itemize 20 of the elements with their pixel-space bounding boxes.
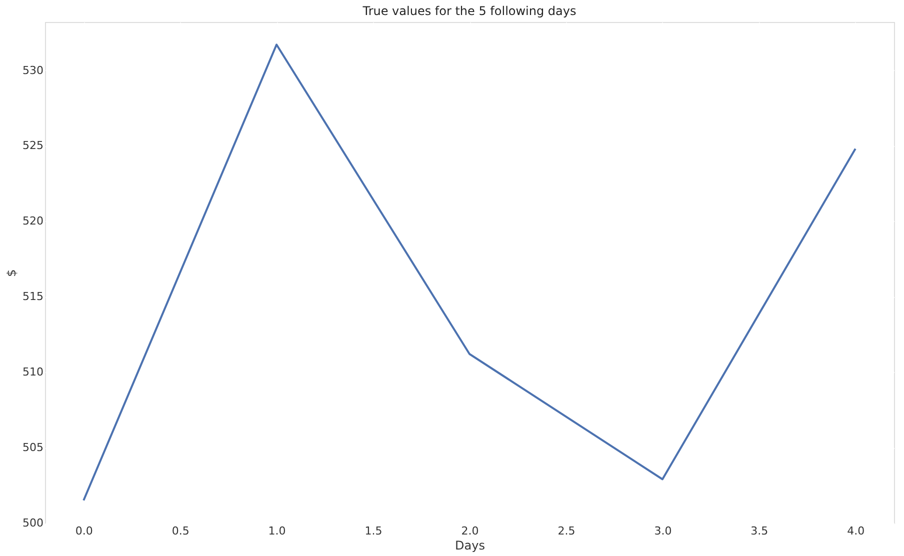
- y-tick-label: 520: [22, 214, 44, 228]
- x-tick-label: 2.5: [558, 524, 576, 538]
- x-tick-label: 3.5: [750, 524, 768, 538]
- chart-title: True values for the 5 following days: [362, 4, 576, 18]
- y-tick-label: 500: [22, 516, 44, 530]
- y-tick-label: 515: [22, 290, 44, 304]
- x-tick-label: 0.5: [172, 524, 190, 538]
- x-tick-label: 3.0: [654, 524, 672, 538]
- x-tick-label: 2.0: [461, 524, 479, 538]
- y-tick-label: 530: [22, 64, 44, 77]
- x-tick-label: 0.0: [75, 524, 93, 538]
- y-axis-title: $: [4, 269, 19, 277]
- y-tick-label: 505: [22, 441, 44, 454]
- y-tick-label: 525: [22, 139, 44, 152]
- line-series: [82, 44, 856, 502]
- x-tick-label: 1.0: [268, 524, 286, 538]
- x-axis-title: Days: [455, 538, 485, 552]
- x-tick-label: 1.5: [364, 524, 382, 538]
- x-tick-label: 4.0: [847, 524, 865, 538]
- y-tick-label: 510: [22, 366, 44, 379]
